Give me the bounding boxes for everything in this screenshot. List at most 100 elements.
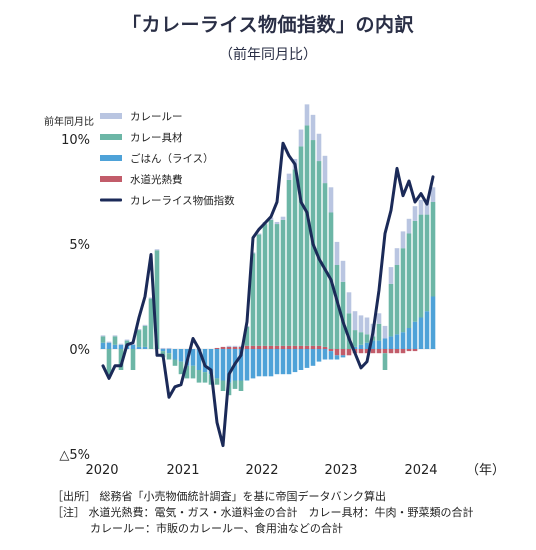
bar-segment <box>148 297 154 299</box>
bar-segment <box>418 214 424 318</box>
bar-segment <box>382 338 388 349</box>
bar-segment <box>292 345 298 349</box>
y-axis-title: 前年同月比 <box>44 115 94 128</box>
bar-segment <box>370 340 376 349</box>
bar-segment <box>250 253 256 346</box>
bar-segment <box>220 349 226 381</box>
bar-segment <box>322 183 328 347</box>
bar-segment <box>286 179 292 346</box>
bar-segment <box>118 343 124 345</box>
bar-segment <box>358 315 364 333</box>
legend-swatch <box>100 113 122 119</box>
bar-segment <box>106 342 112 349</box>
bar-segment <box>130 349 136 370</box>
bar-segment <box>256 233 262 235</box>
bar-segment <box>238 349 244 381</box>
note-line-1: ［注］ 水道光熱費：電気・ガス・水道料金の合計 カレー具材：牛肉・野菜類の合計 <box>52 506 474 519</box>
source-notes: ［出所］ 総務省「小売物価統計調査」を基に帝国データバンク算出 ［注］ 水道光熱… <box>52 489 474 537</box>
bar-segment <box>226 349 232 383</box>
bar-segment <box>190 365 196 379</box>
bar-segment <box>292 349 298 373</box>
bar-segment <box>166 353 172 360</box>
bar-segment <box>274 221 280 225</box>
x-tick-label: （年） <box>466 463 505 478</box>
bar-segment <box>406 218 412 234</box>
bar-segment <box>340 281 346 349</box>
bar-segment <box>124 339 130 341</box>
bar-segment <box>298 349 304 370</box>
bar-segment <box>388 336 394 349</box>
bar-segment <box>298 345 304 349</box>
bar-segment <box>310 345 316 349</box>
x-tick-label: 2020 <box>85 463 118 478</box>
bar-segment <box>364 342 370 349</box>
bar-segment <box>328 351 334 360</box>
bar-segment <box>124 340 130 345</box>
bar-segment <box>286 349 292 375</box>
bar-segment <box>364 317 370 335</box>
bar-segment <box>226 346 232 349</box>
legend-label: カレーライス物価指数 <box>130 194 235 207</box>
bar-segment <box>376 323 382 341</box>
legend-swatch <box>100 176 122 182</box>
bar-segment <box>322 349 328 360</box>
bar-segment <box>304 125 310 346</box>
bar-segment <box>202 372 208 383</box>
legend-label: カレールー <box>130 111 183 123</box>
bar-segment <box>196 349 202 370</box>
bar-segment <box>412 321 418 349</box>
bar-segment <box>298 129 304 147</box>
bar-segment <box>154 250 160 349</box>
bar-segment <box>400 231 406 249</box>
bar-segment <box>232 346 238 349</box>
bar-segment <box>202 349 208 373</box>
bar-segment <box>172 349 178 360</box>
bar-segment <box>370 349 376 354</box>
y-tick-label: 5% <box>69 238 90 253</box>
y-tick-label: 0% <box>69 343 90 358</box>
bar-segment <box>166 349 172 354</box>
index-line <box>101 141 435 448</box>
bar-segment <box>160 347 166 349</box>
bar-segment <box>238 380 244 391</box>
bar-segment <box>250 349 256 379</box>
bar-segment <box>262 224 268 346</box>
chart-title: 「カレーライス物価指数」の内訳 <box>122 14 414 36</box>
bar-segment <box>142 346 148 349</box>
bar-segment <box>310 114 316 141</box>
bar-segment <box>256 345 262 349</box>
bar-segment <box>418 317 424 349</box>
bar-segment <box>334 355 340 360</box>
bar-segment <box>280 349 286 375</box>
bar-segment <box>148 298 154 349</box>
bar-segment <box>268 345 274 349</box>
bar-segment <box>418 199 424 215</box>
bar-segment <box>136 329 142 331</box>
y-tick-label: △5% <box>59 448 90 463</box>
bar-segment <box>400 349 406 354</box>
bar-segment <box>280 216 286 220</box>
bar-segment <box>358 344 364 349</box>
bar-segment <box>394 248 400 265</box>
bar-segment <box>214 347 220 349</box>
bar-segment <box>172 359 178 366</box>
bar-segment <box>274 349 280 375</box>
bar-segment <box>376 340 382 349</box>
bar-segment <box>298 146 304 346</box>
bar-segment <box>406 349 412 352</box>
bar-segment <box>310 349 316 366</box>
bar-segment <box>232 345 238 347</box>
bar-segment <box>274 224 280 346</box>
bar-segment <box>394 334 400 349</box>
bar-segment <box>412 206 418 221</box>
bar-segment <box>388 283 394 337</box>
bar-segment <box>262 345 268 349</box>
bar-segment <box>214 378 220 385</box>
bar-segment <box>304 345 310 349</box>
bar-segment <box>400 332 406 349</box>
bar-segment <box>334 349 340 356</box>
bar-segment <box>340 349 346 356</box>
bar-segment <box>112 335 118 337</box>
bar-segment <box>388 349 394 354</box>
bar-segment <box>340 355 346 358</box>
